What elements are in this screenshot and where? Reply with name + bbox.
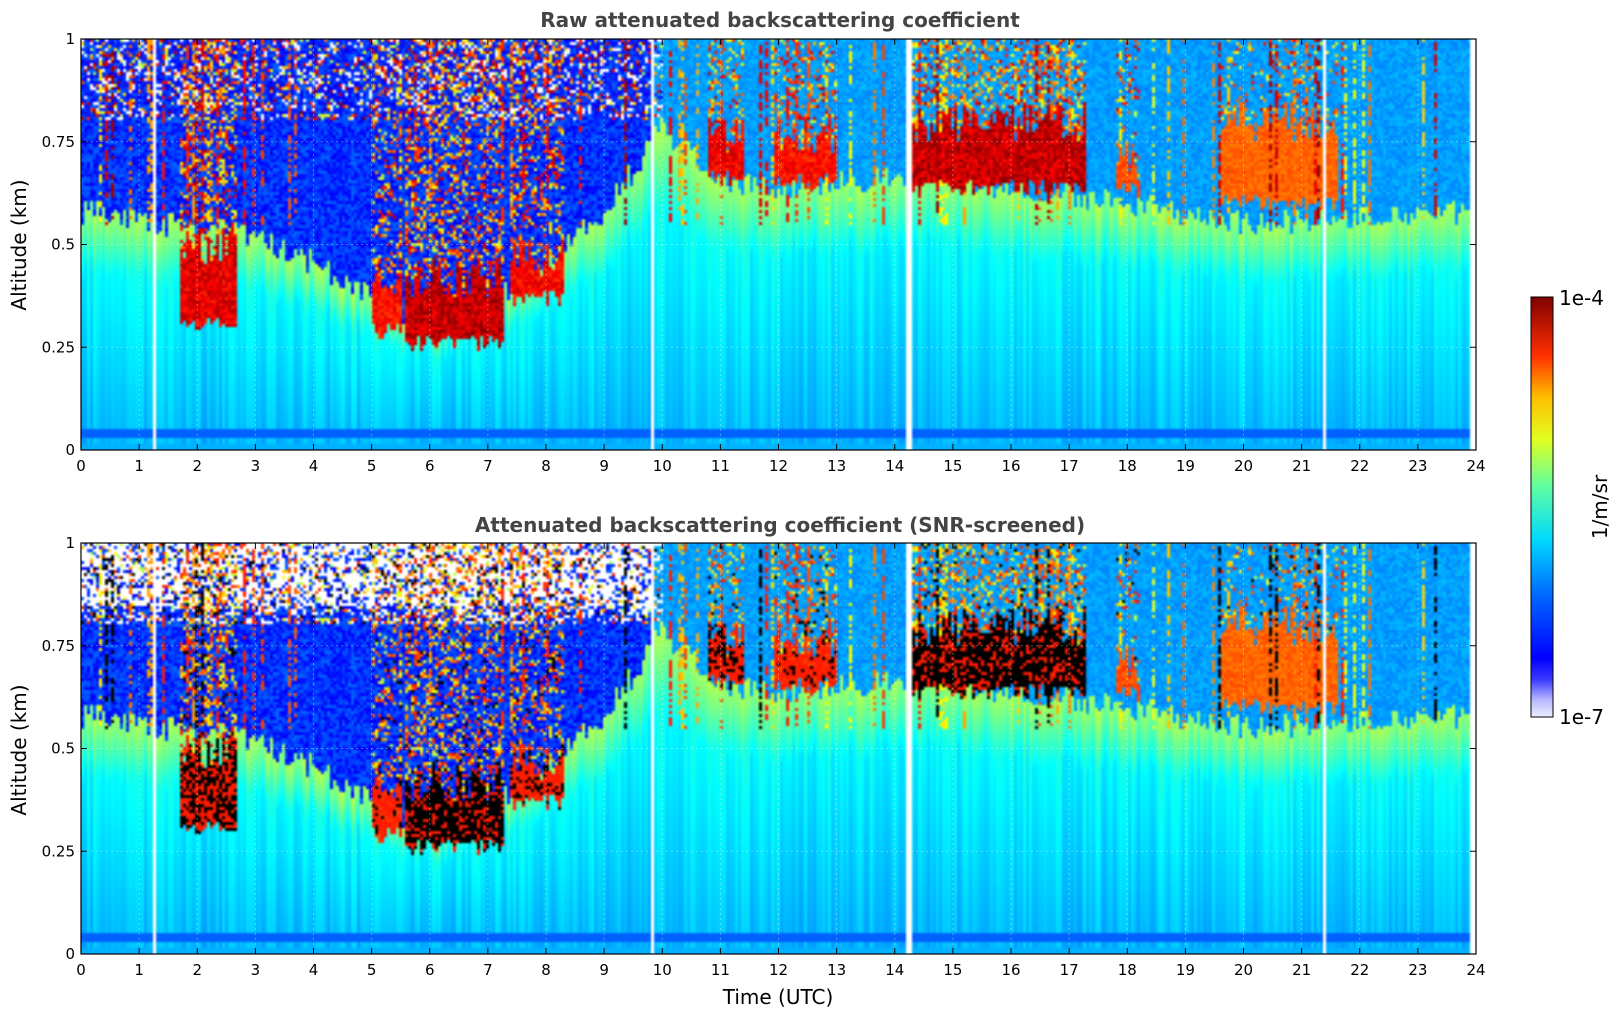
- x-tick-label: 20: [1234, 961, 1253, 979]
- panel-raw-title: Raw attenuated backscattering coefficien…: [540, 8, 1020, 32]
- y-tick-label: 0: [65, 441, 75, 459]
- x-tick-label: 14: [885, 961, 904, 979]
- y-tick-label: 0.5: [51, 236, 75, 254]
- panel-screened-y-ticks: 0 0.25 0.5 0.75 1: [42, 534, 1476, 963]
- colorbar-unit-label: 1/m/sr: [1588, 474, 1612, 539]
- x-tick-label: 9: [599, 961, 609, 979]
- x-tick-label: 7: [483, 457, 493, 475]
- x-tick-label: 22: [1350, 961, 1369, 979]
- x-tick-label: 18: [1118, 961, 1137, 979]
- colorbar-max-label: 1e-4: [1559, 286, 1604, 310]
- x-tick-label: 23: [1408, 457, 1427, 475]
- panel-screened-heatmap: [81, 543, 1476, 954]
- x-tick-label: 12: [769, 457, 788, 475]
- x-tick-label: 17: [1060, 961, 1079, 979]
- x-tick-label: 13: [827, 961, 846, 979]
- colorbar-min-label: 1e-7: [1559, 705, 1604, 729]
- panel-screened-grid: [80, 543, 1477, 954]
- y-tick-label: 0.75: [42, 133, 75, 151]
- x-tick-label: 3: [251, 961, 261, 979]
- y-tick-label: 0: [65, 945, 75, 963]
- x-tick-label: 3: [251, 457, 261, 475]
- panel-raw-y-ticks: 0 0.25 0.5 0.75 1: [42, 30, 1476, 459]
- x-tick-label: 24: [1466, 961, 1485, 979]
- panel-raw-heatmap: [81, 39, 1476, 450]
- panel-screened-x-ticks: 0 1 2 3 4 5 6 7 8 9 10 11 12 13 14 15 16 17 18 19 20 21 22 23 24: [76, 543, 1486, 979]
- x-tick-label: 10: [653, 457, 672, 475]
- panel-raw-x-ticks: 0 1 2 3 4 5 6 7 8 9 10 11 12 13 14 15 16 17 18 19 20 21 22 23 24: [76, 39, 1486, 475]
- panel-screened-title: Attenuated backscattering coefficient (S…: [475, 513, 1085, 537]
- x-tick-label: 0: [76, 961, 86, 979]
- x-tick-label: 5: [367, 457, 377, 475]
- x-tick-label: 6: [425, 961, 435, 979]
- x-tick-label: 4: [309, 457, 319, 475]
- panel-screened: Attenuated backscattering coefficient (S…: [7, 513, 1486, 1009]
- x-tick-label: 19: [1176, 961, 1195, 979]
- x-tick-label: 21: [1292, 961, 1311, 979]
- x-tick-label: 8: [541, 457, 551, 475]
- x-tick-label: 7: [483, 961, 493, 979]
- x-tick-label: 17: [1060, 457, 1079, 475]
- x-tick-label: 20: [1234, 457, 1253, 475]
- y-tick-label: 1: [65, 534, 75, 552]
- x-tick-label: 14: [885, 457, 904, 475]
- x-tick-label: 19: [1176, 457, 1195, 475]
- y-tick-label: 0.25: [42, 842, 75, 860]
- x-tick-label: 16: [1001, 457, 1020, 475]
- panel-raw-ylabel: Altitude (km): [7, 179, 31, 310]
- y-tick-label: 0.75: [42, 637, 75, 655]
- panel-screened-ylabel: Altitude (km): [7, 684, 31, 815]
- x-tick-label: 23: [1408, 961, 1427, 979]
- x-tick-label: 12: [769, 961, 788, 979]
- x-tick-label: 0: [76, 457, 86, 475]
- x-tick-label: 11: [711, 961, 730, 979]
- x-tick-label: 1: [134, 961, 144, 979]
- panel-raw: Raw attenuated backscattering coefficien…: [7, 8, 1486, 475]
- x-tick-label: 16: [1001, 961, 1020, 979]
- y-tick-label: 0.25: [42, 338, 75, 356]
- y-tick-label: 0.5: [51, 740, 75, 758]
- x-tick-label: 11: [711, 457, 730, 475]
- x-tick-label: 4: [309, 961, 319, 979]
- colorbar-gradient: [1530, 296, 1554, 718]
- x-tick-label: 1: [134, 457, 144, 475]
- x-tick-label: 6: [425, 457, 435, 475]
- x-tick-label: 24: [1466, 457, 1485, 475]
- x-tick-label: 18: [1118, 457, 1137, 475]
- x-tick-label: 8: [541, 961, 551, 979]
- colorbar: 1e-4 1e-7 1/m/sr: [1530, 286, 1612, 729]
- x-tick-label: 5: [367, 961, 377, 979]
- x-tick-label: 2: [192, 457, 202, 475]
- x-tick-label: 15: [943, 961, 962, 979]
- x-tick-label: 13: [827, 457, 846, 475]
- x-tick-label: 9: [599, 457, 609, 475]
- x-tick-label: 15: [943, 457, 962, 475]
- x-tick-label: 21: [1292, 457, 1311, 475]
- x-tick-label: 10: [653, 961, 672, 979]
- x-tick-label: 22: [1350, 457, 1369, 475]
- x-tick-label: 2: [192, 961, 202, 979]
- x-axis-label: Time (UTC): [722, 985, 834, 1009]
- y-tick-label: 1: [65, 30, 75, 48]
